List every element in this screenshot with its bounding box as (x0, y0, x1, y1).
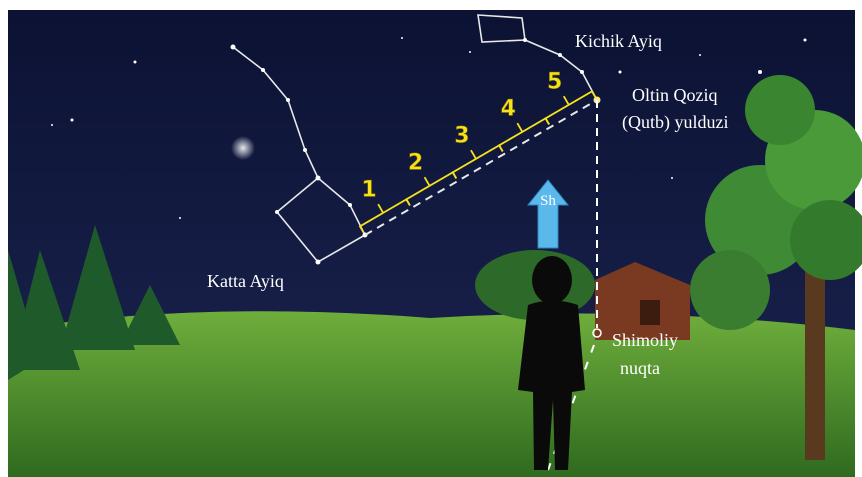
big-dipper-label: Katta Ayiq (207, 271, 284, 291)
illustration: Sh Kichik Ayiq Oltin Qoziq (Qutb) yulduz… (0, 0, 862, 477)
north-point-label: nuqta (620, 358, 660, 378)
pole-star-label: (Qutb) yulduzi (622, 112, 728, 133)
step-number: 3 (454, 124, 469, 149)
pole-star-label: Oltin Qoziq (632, 85, 718, 105)
arrow-label: Sh (540, 193, 556, 209)
north-point-label: Shimoliy (612, 330, 678, 350)
step-number: 2 (408, 151, 423, 176)
step-number: 5 (547, 70, 562, 95)
step-number: 1 (361, 178, 376, 203)
bright-star (231, 136, 255, 160)
little-dipper-label: Kichik Ayiq (575, 31, 662, 51)
step-number: 4 (501, 97, 516, 122)
